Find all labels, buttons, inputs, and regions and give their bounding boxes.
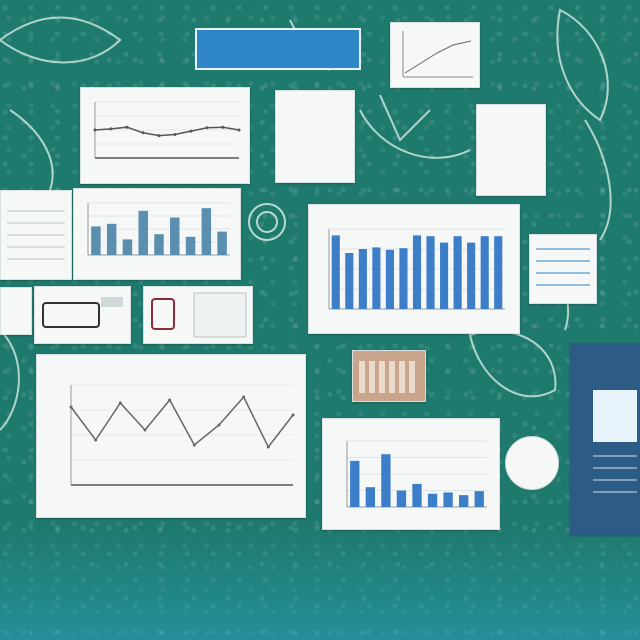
data-point	[237, 128, 241, 132]
leaf-doodle	[379, 94, 431, 142]
big-outlined-word	[100, 530, 520, 600]
data-point	[173, 132, 177, 136]
series-line	[70, 395, 294, 449]
bottom-bokeh	[0, 530, 640, 640]
bar	[426, 236, 435, 309]
bar	[106, 223, 117, 255]
bar	[372, 247, 381, 309]
leaf-doodle	[0, 16, 122, 64]
note-card	[275, 90, 355, 183]
bar	[170, 217, 180, 255]
mug-icon	[151, 292, 247, 338]
bar	[350, 460, 360, 507]
bar	[154, 234, 164, 255]
chart-card-midbars	[73, 188, 241, 280]
bar	[122, 239, 133, 255]
data-point	[125, 125, 129, 129]
bar	[467, 242, 476, 309]
leaf-doodle	[468, 330, 557, 398]
big-line-chart	[69, 384, 295, 486]
table-card	[0, 190, 72, 280]
bar	[396, 490, 407, 507]
building-photo	[359, 361, 415, 393]
ring-doodle	[256, 211, 278, 233]
bar	[453, 236, 462, 309]
lower-bar-chart	[346, 440, 487, 508]
series-line	[94, 126, 240, 137]
mini-line-card	[390, 22, 480, 88]
leaf-doodle	[556, 8, 609, 122]
leaf-doodle	[584, 119, 612, 241]
mini-table-lines	[536, 248, 590, 286]
bar	[201, 208, 212, 255]
table-lines	[7, 210, 65, 260]
chart-card-wave	[80, 87, 250, 184]
bar	[494, 236, 503, 309]
bar	[459, 495, 469, 507]
data-point	[118, 401, 122, 405]
device-card	[0, 287, 32, 335]
bar	[443, 492, 453, 507]
leaf-doodle	[0, 329, 20, 431]
bar	[138, 210, 148, 255]
title-banner	[195, 28, 361, 70]
data-point	[189, 129, 193, 133]
data-point	[266, 445, 270, 449]
data-point	[157, 134, 161, 138]
bar	[185, 236, 196, 255]
data-point	[94, 438, 98, 442]
bar	[345, 253, 354, 309]
data-point	[242, 395, 246, 399]
mini-line-chart	[402, 31, 473, 78]
mini-line-series	[404, 40, 472, 74]
bar	[480, 236, 489, 309]
right-panel-lines	[593, 390, 637, 493]
mid-bar-chart	[87, 202, 230, 256]
bar	[331, 235, 340, 309]
side-note-card	[476, 104, 546, 196]
chart-card-lower-bars	[322, 418, 500, 530]
data-point	[217, 423, 221, 427]
bar	[381, 454, 391, 507]
bar	[365, 487, 375, 507]
monitor-icon	[42, 297, 123, 328]
data-point	[205, 126, 209, 130]
chart-card-big-line	[36, 354, 306, 518]
monitor-card	[34, 286, 131, 344]
right-panel	[570, 343, 640, 535]
data-point	[93, 128, 97, 132]
data-point	[109, 127, 113, 131]
bar	[91, 226, 101, 255]
data-point	[141, 131, 145, 135]
main-bar-chart	[328, 228, 505, 310]
data-point	[192, 443, 196, 447]
bar	[399, 248, 408, 309]
data-point	[69, 405, 73, 409]
data-point	[291, 413, 295, 417]
leaf-doodle	[9, 109, 54, 191]
data-point	[143, 428, 147, 432]
bar	[358, 249, 367, 309]
photo-card	[352, 350, 426, 402]
bar	[385, 249, 394, 309]
ring-doodle	[248, 203, 286, 241]
bar	[474, 491, 484, 507]
bar	[217, 231, 227, 255]
bar	[427, 493, 438, 507]
mini-table-card	[529, 234, 597, 304]
bar	[412, 483, 422, 507]
chart-card-main-bars	[308, 204, 520, 334]
bar	[412, 235, 422, 309]
data-point	[221, 125, 225, 129]
mug-card	[143, 286, 253, 344]
leaf-doodle	[359, 109, 471, 159]
wave-line-chart	[93, 101, 241, 159]
data-point	[168, 398, 172, 402]
bar	[440, 242, 449, 309]
round-badge	[505, 436, 559, 490]
